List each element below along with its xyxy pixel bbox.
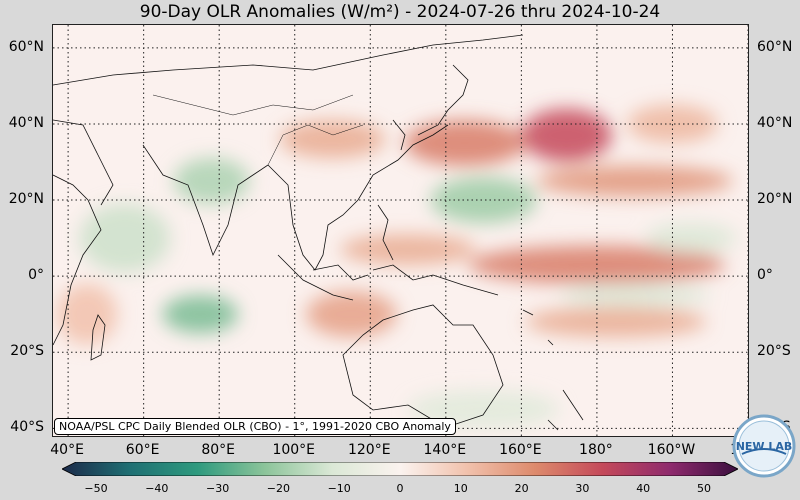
colorbar-tick-label: 10: [453, 482, 468, 495]
anomaly-blob: [306, 291, 397, 338]
lat-label-right: 20°N: [757, 191, 793, 208]
lat-label-left: 0°: [28, 267, 44, 284]
graticule: [53, 25, 748, 436]
logo-text: NEW LAB: [736, 440, 793, 453]
colorbar-tick-label: 50: [697, 482, 711, 495]
anomaly-blob: [627, 104, 718, 143]
anomaly-blob: [340, 234, 477, 265]
lat-label-right: 40°N: [757, 114, 793, 131]
anomaly-blob: [162, 295, 239, 334]
anomaly-blob: [521, 108, 613, 162]
colorbar-tick-label: 0: [396, 482, 404, 495]
lat-label-left: 40°S: [10, 419, 44, 436]
colorbar-tick-label: −10: [327, 482, 351, 495]
olr-anomaly-map: [52, 24, 749, 437]
anomaly-blob: [525, 306, 707, 338]
colorbar-tick-label: 20: [514, 482, 529, 495]
colorbar-tick-label: −40: [145, 482, 169, 495]
lon-label: 180°: [579, 442, 613, 458]
colorbar-tick-label: 30: [575, 482, 590, 495]
lat-label-left: 60°N: [8, 38, 44, 55]
lat-label-left: 20°N: [8, 191, 44, 208]
source-note: NOAA/PSL CPC Daily Blended OLR (CBO) - 1…: [54, 418, 456, 435]
colorbar: [62, 462, 738, 476]
lon-label: 80°E: [201, 442, 236, 458]
anomaly-blob: [173, 158, 250, 204]
map-title: 90-Day OLR Anomalies (W/m²) - 2024-07-26…: [139, 2, 661, 22]
lon-label: 160°E: [499, 442, 542, 458]
anomaly-blob: [559, 283, 711, 307]
anomaly-blob: [404, 120, 526, 166]
anomaly-blob: [430, 177, 537, 223]
anomaly-blob: [79, 203, 171, 273]
colorbar-tick-label: −20: [266, 482, 290, 495]
lat-label-left: 40°N: [8, 114, 44, 131]
lat-label-right: 0°: [757, 267, 773, 284]
colorbar-tick-label: −50: [84, 482, 108, 495]
lat-label-right: 60°N: [757, 38, 793, 55]
colorbar-tick-label: 40: [636, 482, 651, 495]
coastlines: [53, 34, 584, 431]
lon-label: 120°E: [347, 442, 391, 458]
lon-label: 100°E: [272, 442, 316, 458]
lon-label: 60°E: [125, 442, 160, 458]
colorbar-tick-label: −30: [205, 482, 230, 495]
anomaly-blob: [646, 222, 737, 254]
anomaly-blob: [56, 283, 118, 345]
anomaly-blob: [279, 120, 386, 159]
lat-label-right: 20°S: [757, 343, 791, 360]
lon-label: 140°E: [423, 442, 467, 458]
lat-label-left: 20°S: [10, 343, 44, 360]
lon-label: 40°E: [50, 442, 84, 458]
lon-label: 160°W: [647, 442, 696, 458]
anomaly-field: [56, 104, 737, 429]
noaa-psl-logo: NEW LAB: [732, 414, 796, 478]
anomaly-blob: [536, 165, 733, 197]
